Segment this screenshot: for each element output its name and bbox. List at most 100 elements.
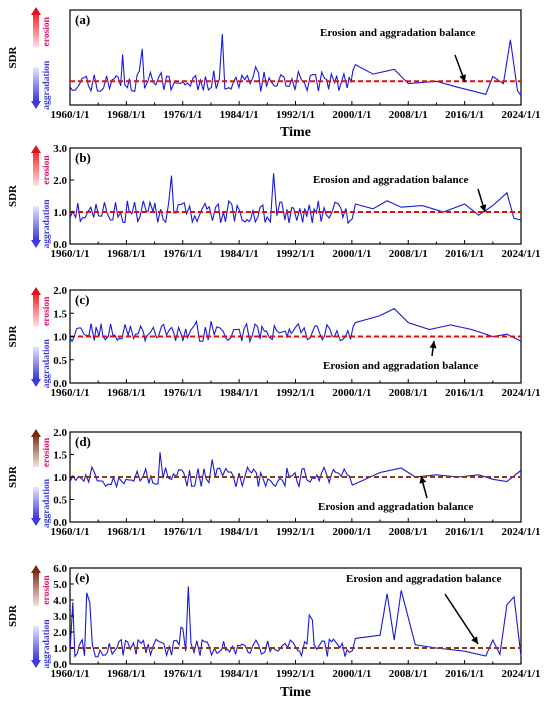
x-tick-label: 1968/1/1 [107,109,146,121]
y-tick-label: 0.5 [53,495,67,507]
y-axis-label: SDR [7,45,19,68]
arrowhead-icon [471,636,478,644]
x-tick-label: 1984/1/1 [220,248,259,260]
arrowhead-icon [419,476,427,484]
sdr-series-line [69,33,522,96]
x-tick-label: 2000/1/1 [332,526,371,538]
balance-annotation: Erosion and aggradation balance [323,360,478,372]
y-tick-label: 3.0 [53,611,67,623]
x-tick-label: 1984/1/1 [220,109,259,121]
y-axis-label: SDR [7,604,19,627]
arrow-up-icon [31,429,41,437]
x-tick-label: 1984/1/1 [220,387,259,399]
erosion-label: erosion [42,155,52,185]
x-tick-label: 1968/1/1 [107,526,146,538]
aggradation-label: aggradation [42,338,52,388]
panel-label: (e) [75,570,89,585]
y-tick-label: 6.0 [53,563,67,575]
x-tick-label: 1992/1/1 [276,387,315,399]
y-axis-label: SDR [7,324,19,347]
y-tick-label: 1.0 [53,643,67,655]
arrow-up-icon [31,565,41,573]
y-tick-label: 2.0 [53,627,67,639]
y-tick-label: 2.0 [53,285,67,297]
x-tick-label: 1984/1/1 [220,526,259,538]
x-tick-label: 2000/1/1 [332,387,371,399]
x-tick-label: 2008/1/1 [389,248,428,260]
x-tick-label: 2000/1/1 [332,248,371,260]
balance-annotation: Erosion and aggradation balance [346,573,501,585]
aggradation-gradient-arrow [33,346,39,379]
x-tick-label: 1960/1/1 [50,668,89,680]
arrow-down-icon [31,379,41,387]
plot-frame [69,147,522,245]
y-axis-label: SDR [7,465,19,488]
arrow-down-icon [31,518,41,526]
y-tick-label: 3.0 [53,143,67,155]
erosion-gradient-arrow [33,570,39,606]
panel-label: (b) [75,150,91,165]
aggradation-label: aggradation [42,60,52,110]
plot-frame [69,9,522,106]
x-tick-label: 2024/1/1 [501,526,540,538]
aggradation-gradient-arrow [33,487,39,518]
erosion-gradient-arrow [33,292,39,327]
erosion-gradient-arrow [33,434,39,467]
chart-panel-e: 1960/1/1 1968/1/1 1976/1/1 1984/1/1 1992/1/1… [7,563,541,700]
panel-label: (d) [75,434,91,449]
y-tick-label: 0.0 [53,659,67,671]
x-tick-label: 1976/1/1 [163,387,202,399]
x-tick-label: 1960/1/1 [50,248,89,260]
x-tick-label: 1976/1/1 [163,248,202,260]
balance-annotation: Erosion and aggradation balance [320,27,475,39]
balance-annotation: Erosion and aggradation balance [318,501,473,513]
arrow-up-icon [31,287,41,295]
y-tick-label: 2.0 [53,427,67,439]
x-tick-label: 1984/1/1 [220,668,259,680]
erosion-gradient-arrow [33,150,39,186]
x-tick-label: 1976/1/1 [163,109,202,121]
x-tick-label: 1992/1/1 [276,109,315,121]
panel-label: (c) [75,292,89,307]
x-tick-label: 2016/1/1 [445,387,484,399]
erosion-label: erosion [42,437,52,467]
arrow-down-icon [31,660,41,668]
y-tick-label: 0.0 [53,239,67,251]
x-tick-label: 2016/1/1 [445,668,484,680]
balance-annotation: Erosion and aggradation balance [313,174,468,186]
erosion-label: erosion [42,16,52,46]
x-axis-label: Time [280,685,311,700]
y-axis-label: SDR [7,184,19,207]
chart-panel-c: 1960/1/1 1968/1/1 1976/1/1 1984/1/1 1992/1/1… [7,285,541,399]
arrowhead-icon [459,74,466,82]
sdr-series-line [69,307,522,344]
aggradation-label: aggradation [42,619,52,669]
x-tick-label: 2016/1/1 [445,526,484,538]
x-tick-label: 2016/1/1 [445,109,484,121]
x-tick-label: 1968/1/1 [107,668,146,680]
aggradation-gradient-arrow [33,206,39,240]
y-tick-label: 1.5 [53,308,67,320]
arrow-down-icon [31,240,41,248]
y-tick-label: 0.0 [53,517,67,529]
sdr-series-line [69,452,522,489]
y-tick-label: 0.5 [53,355,67,367]
panel-label: (a) [75,12,90,27]
x-tick-label: 1968/1/1 [107,387,146,399]
x-tick-label: 2000/1/1 [332,668,371,680]
arrowhead-icon [429,341,437,349]
x-tick-label: 1960/1/1 [50,387,89,399]
x-tick-label: 2024/1/1 [501,109,540,121]
erosion-label: erosion [42,575,52,605]
chart-panel-b: 1960/1/1 1968/1/1 1976/1/1 1984/1/1 1992/1/1… [7,143,541,260]
sdr-series-line [69,586,522,658]
x-tick-label: 1976/1/1 [163,526,202,538]
x-tick-label: 1992/1/1 [276,668,315,680]
erosion-label: erosion [42,296,52,326]
y-tick-label: 1.0 [53,332,67,344]
x-axis-label: Time [280,125,311,140]
aggradation-gradient-arrow [33,626,39,660]
sdr-series-line [69,173,522,225]
x-tick-label: 2000/1/1 [332,109,371,121]
